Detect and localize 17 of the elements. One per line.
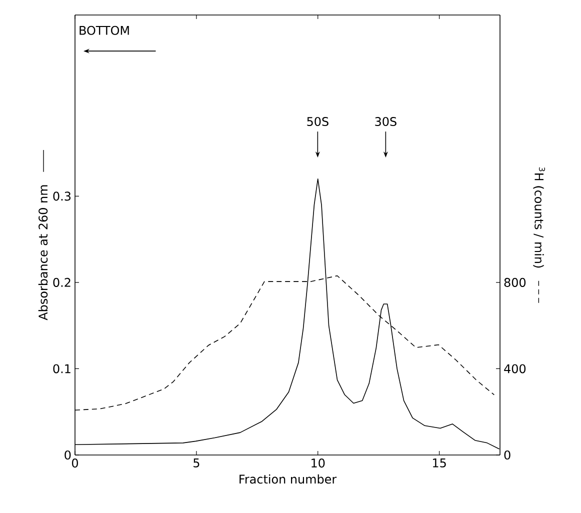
y-axis-title: Absorbance at 260 nm [38, 185, 48, 320]
y2-axis-title: $^{3}$H (counts / min) [533, 167, 546, 268]
y-tick-label: 0.1 [53, 364, 70, 374]
y-tick-label: 0.2 [53, 278, 70, 287]
x-tick-label: 10 [312, 458, 325, 468]
y2-tick-label: 800 [504, 278, 526, 287]
y-tick-label: 0 [64, 450, 71, 460]
x-tick-label: 15 [432, 458, 446, 468]
annotation: 50S [307, 117, 328, 126]
x-axis-title: Fraction number [240, 474, 337, 484]
x-tick-label: 5 [194, 458, 200, 468]
x-tick-label: 0 [72, 458, 78, 468]
annotation: BOTTOM [80, 26, 129, 35]
y-tick-label: 0.3 [53, 192, 71, 201]
y2-tick-label: 400 [504, 364, 526, 374]
annotation: 30S [375, 117, 396, 126]
y2-tick-label: 0 [504, 450, 510, 460]
